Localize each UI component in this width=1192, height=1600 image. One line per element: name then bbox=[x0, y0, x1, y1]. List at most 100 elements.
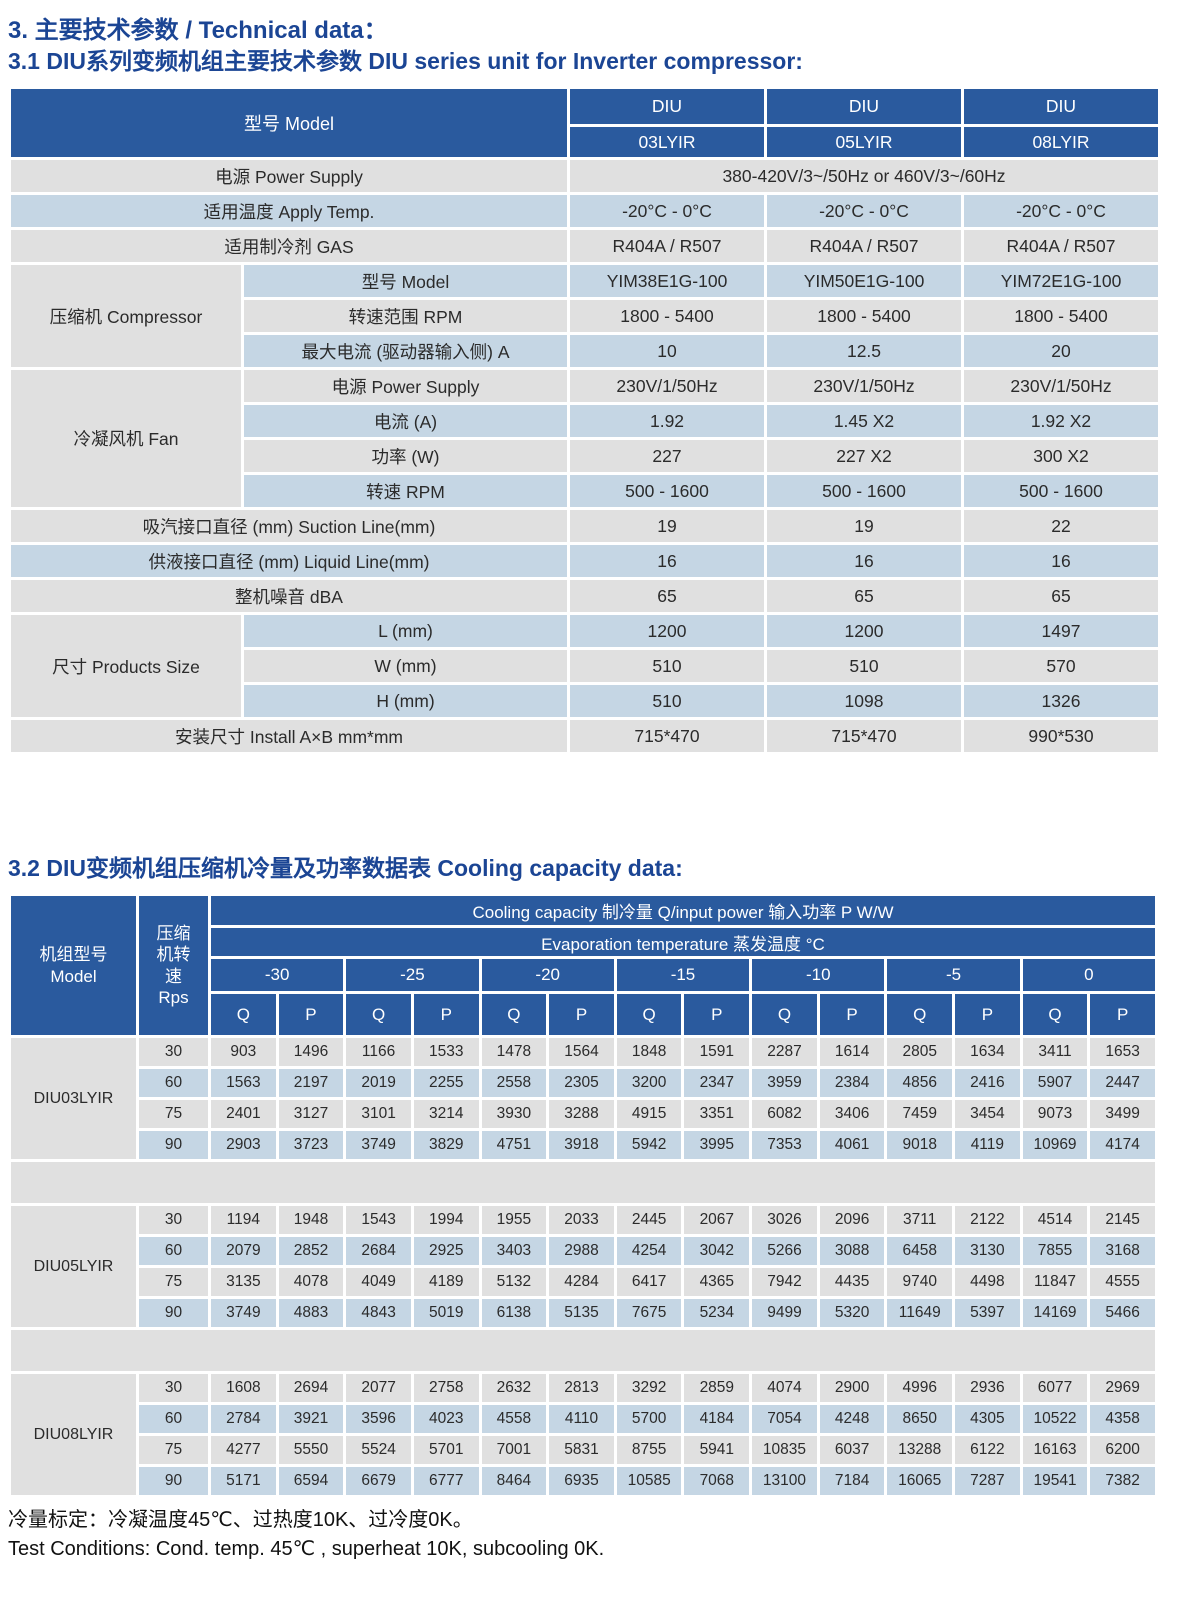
spec-cell: 510 bbox=[764, 647, 964, 686]
cooling-value-cell: 5700 bbox=[613, 1402, 685, 1437]
cooling-value-cell: 2019 bbox=[343, 1066, 414, 1101]
cooling-data-row: 90 2903 3723 3749 3829 4751 3918 5942 3995 7353 40… bbox=[10, 1128, 1158, 1163]
cooling-qp-label: Q bbox=[1019, 991, 1091, 1039]
spec-group-label: 尺寸 Products Size bbox=[8, 612, 244, 721]
spec-sub-label: L (mm) bbox=[241, 612, 570, 651]
cooling-value-cell: 4435 bbox=[816, 1265, 888, 1300]
cooling-value-cell: 6200 bbox=[1087, 1433, 1158, 1468]
cooling-value-cell: 6417 bbox=[613, 1265, 685, 1300]
spec-cell: 1497 bbox=[961, 612, 1161, 651]
cooling-value-cell: 7001 bbox=[478, 1433, 550, 1468]
cooling-data-row: 60 2079 2852 2684 2925 3403 2988 4254 3042 5266 30… bbox=[10, 1234, 1158, 1269]
spec-sub-label: 最大电流 (驱动器输入侧) A bbox=[241, 332, 570, 371]
cooling-temp-label: 0 bbox=[1019, 956, 1159, 995]
cooling-value-cell: 3101 bbox=[343, 1097, 414, 1132]
cooling-data-row: 60 2784 3921 3596 4023 4558 4110 5700 4184 7054 42… bbox=[10, 1402, 1158, 1437]
spec-row-label: 适用温度 Apply Temp. bbox=[8, 192, 570, 231]
spec-row: 转速 RPM 500 - 1600 500 - 1600 500 - 1600 bbox=[10, 472, 1161, 511]
cooling-value-cell: 3135 bbox=[208, 1265, 279, 1300]
cooling-value-cell: 6122 bbox=[952, 1433, 1023, 1468]
cooling-qp-label: Q bbox=[478, 991, 550, 1039]
cooling-value-cell: 4558 bbox=[478, 1402, 550, 1437]
spec-row: W (mm) 510 510 570 bbox=[10, 647, 1161, 686]
cooling-value-cell: 2805 bbox=[884, 1035, 956, 1070]
cooling-value-cell: 3292 bbox=[613, 1371, 685, 1406]
cooling-value-cell: 3088 bbox=[816, 1234, 888, 1269]
cooling-value-cell: 1166 bbox=[343, 1035, 414, 1070]
spec-cell: 16 bbox=[764, 542, 964, 581]
cooling-value-cell: 7068 bbox=[681, 1464, 753, 1499]
spec-cell: 715*470 bbox=[567, 717, 767, 756]
cooling-data-row: 75 3135 4078 4049 4189 5132 4284 6417 4365 7942 44… bbox=[10, 1265, 1158, 1300]
cooling-qp-label: P bbox=[952, 991, 1023, 1039]
spec-cell: 715*470 bbox=[764, 717, 964, 756]
spec-sub-label: 转速 RPM bbox=[241, 472, 570, 511]
spec-col-model: 05LYIR bbox=[764, 124, 964, 161]
cooling-value-cell: 3130 bbox=[952, 1234, 1023, 1269]
cooling-value-cell: 5831 bbox=[546, 1433, 617, 1468]
cooling-value-cell: 2122 bbox=[952, 1203, 1023, 1238]
cooling-header-row: Evaporation temperature 蒸发温度 °C bbox=[10, 925, 1158, 960]
cooling-value-cell: 2033 bbox=[546, 1203, 617, 1238]
cooling-value-cell: 4023 bbox=[410, 1402, 482, 1437]
spec-cell: 570 bbox=[961, 647, 1161, 686]
cooling-value-cell: 4996 bbox=[884, 1371, 956, 1406]
cooling-value-cell: 2558 bbox=[478, 1066, 550, 1101]
cooling-header-row: 机组型号 Model 压缩 机转 速 Rps Cooling capacity 制冷… bbox=[8, 893, 1158, 1039]
spec-row: 适用制冷剂 GAS R404A / R507 R404A / R507 R404A /… bbox=[8, 227, 1161, 266]
spec-row: 转速范围 RPM 1800 - 5400 1800 - 5400 1800 - 540… bbox=[10, 297, 1161, 336]
spec-cell: 12.5 bbox=[764, 332, 964, 371]
cooling-value-cell: 16163 bbox=[1019, 1433, 1091, 1468]
spec-table: 型号 Model DIU DIU DIU 03LYIR 05LYIR 08LYIR 电源 Po… bbox=[8, 86, 1161, 756]
spec-cell: 500 - 1600 bbox=[567, 472, 767, 511]
spec-header-row: 03LYIR 05LYIR 08LYIR bbox=[10, 124, 1161, 161]
cooling-value-cell: 6777 bbox=[410, 1464, 482, 1499]
cooling-value-cell: 3921 bbox=[275, 1402, 347, 1437]
cooling-value-cell: 1608 bbox=[208, 1371, 279, 1406]
cooling-value-cell: 1563 bbox=[208, 1066, 279, 1101]
cooling-value-cell: 3499 bbox=[1087, 1097, 1158, 1132]
spec-cell: 1800 - 5400 bbox=[567, 297, 767, 336]
spec-row: 冷凝风机 Fan 电源 Power Supply 230V/1/50Hz 230V/1… bbox=[8, 367, 1161, 511]
spec-sub-label: H (mm) bbox=[241, 682, 570, 721]
cooling-value-cell: 2988 bbox=[546, 1234, 617, 1269]
cooling-value-cell: 11847 bbox=[1019, 1265, 1091, 1300]
cooling-model-header: 机组型号 Model bbox=[8, 893, 139, 1039]
cooling-rps-cell: 90 bbox=[136, 1464, 211, 1499]
spec-cell: YIM38E1G-100 bbox=[567, 262, 767, 301]
cooling-value-cell: 13100 bbox=[749, 1464, 820, 1499]
cooling-qp-label: P bbox=[816, 991, 888, 1039]
cooling-spacer-row bbox=[8, 1327, 1158, 1375]
cooling-temp-row: -30 -25 -20 -15 -10 -5 0 bbox=[10, 956, 1159, 995]
spec-row: 适用温度 Apply Temp. -20°C - 0°C -20°C - 0°C -2… bbox=[8, 192, 1161, 231]
cooling-value-cell: 2145 bbox=[1087, 1203, 1158, 1238]
spec-cell: 1.45 X2 bbox=[764, 402, 964, 441]
spec-cell: 16 bbox=[961, 542, 1161, 581]
cooling-value-cell: 2969 bbox=[1087, 1371, 1158, 1406]
cooling-value-cell: 5234 bbox=[681, 1296, 753, 1331]
spec-cell: -20°C - 0°C bbox=[961, 192, 1161, 231]
spec-cell: 19 bbox=[567, 507, 767, 546]
cooling-qp-label: P bbox=[681, 991, 753, 1039]
cooling-rps-cell: 75 bbox=[136, 1265, 211, 1300]
cooling-value-cell: 2079 bbox=[208, 1234, 279, 1269]
cooling-rps-cell: 60 bbox=[136, 1234, 211, 1269]
cooling-value-cell: 7353 bbox=[749, 1128, 820, 1163]
footnotes: 冷量标定：冷凝温度45℃、过热度10K、过冷度0K。 Test Conditio… bbox=[8, 1506, 1158, 1564]
spec-group-label: 压缩机 Compressor bbox=[8, 262, 244, 371]
cooling-value-cell: 1478 bbox=[478, 1035, 550, 1070]
cooling-qp-label: Q bbox=[749, 991, 820, 1039]
cooling-value-cell: 6458 bbox=[884, 1234, 956, 1269]
cooling-value-cell: 10969 bbox=[1019, 1128, 1091, 1163]
cooling-value-cell: 10585 bbox=[613, 1464, 685, 1499]
spec-cell: R404A / R507 bbox=[567, 227, 767, 266]
cooling-capacity-table: 机组型号 Model 压缩 机转 速 Rps Cooling capacity 制冷… bbox=[8, 893, 1159, 1499]
cooling-value-cell: 5266 bbox=[749, 1234, 820, 1269]
cooling-value-cell: 5320 bbox=[816, 1296, 888, 1331]
spec-row: 功率 (W) 227 227 X2 300 X2 bbox=[10, 437, 1161, 476]
spec-cell: YIM50E1G-100 bbox=[764, 262, 964, 301]
cooling-value-cell: 3026 bbox=[749, 1203, 820, 1238]
cooling-value-cell: 4856 bbox=[884, 1066, 956, 1101]
cooling-qp-label: Q bbox=[343, 991, 414, 1039]
